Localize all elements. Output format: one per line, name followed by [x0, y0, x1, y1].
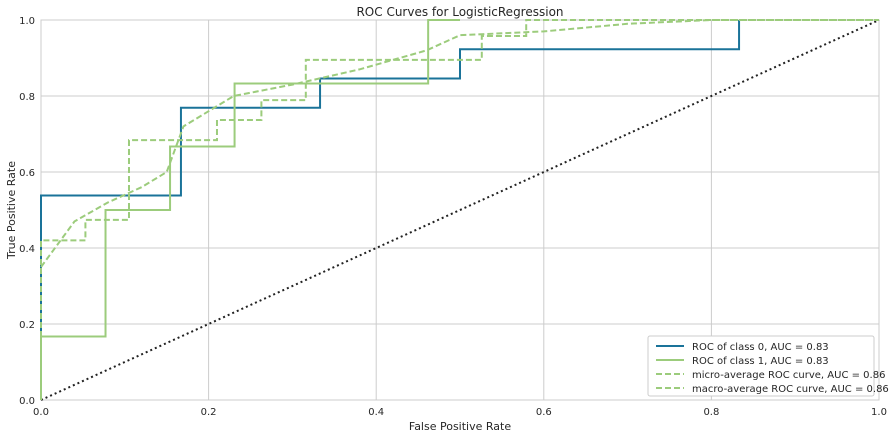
x-axis-label: False Positive Rate	[409, 420, 511, 433]
legend: ROC of class 0, AUC = 0.83 ROC of class 1…	[647, 335, 889, 397]
legend-label: micro-average ROC curve, AUC = 0.86	[692, 370, 885, 381]
x-tick-label: 1.0	[871, 407, 887, 418]
legend-box	[647, 335, 875, 397]
y-tick-label: 1.0	[19, 16, 35, 27]
series-line-0	[40, 20, 741, 400]
series-line-1	[40, 19, 460, 400]
chance-line	[40, 19, 880, 401]
x-tick-label: 0.4	[368, 407, 384, 418]
y-tick-label: 0.4	[19, 244, 35, 255]
x-tick-label: 0.2	[201, 407, 217, 418]
series-line-3	[40, 19, 879, 400]
series-line-2	[40, 19, 879, 268]
y-tick-label: 0.0	[19, 396, 35, 407]
legend-label: macro-average ROC curve, AUC = 0.86	[692, 384, 889, 395]
y-tick-label: 0.2	[19, 320, 35, 331]
legend-label: ROC of class 1, AUC = 0.83	[692, 356, 829, 367]
x-tick-label: 0.0	[33, 407, 49, 418]
x-tick-label: 0.6	[536, 407, 552, 418]
y-tick-label: 0.6	[19, 168, 35, 179]
chart-title: ROC Curves for LogisticRegression	[356, 5, 563, 19]
x-tick-label: 0.8	[703, 407, 719, 418]
y-axis-label: True Positive Rate	[5, 161, 18, 260]
tick-labels: 0.0 0.2 0.4 0.6 0.8 1.0 0.0 0.2 0.4 0.6 0.8 1.0	[19, 16, 887, 418]
series-group	[40, 19, 879, 400]
chance-line-group	[40, 19, 880, 401]
legend-label: ROC of class 0, AUC = 0.83	[692, 342, 829, 353]
y-tick-label: 0.8	[19, 92, 35, 103]
